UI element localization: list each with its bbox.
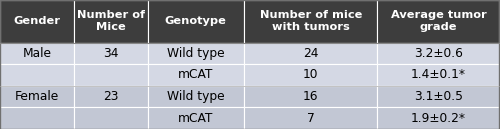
- Text: mCAT: mCAT: [178, 68, 214, 82]
- Bar: [244, 64, 378, 86]
- Bar: [148, 64, 244, 86]
- Bar: [244, 86, 378, 107]
- Bar: [74, 86, 148, 107]
- Bar: [378, 86, 500, 107]
- Bar: [0, 64, 74, 86]
- Bar: [0, 86, 74, 107]
- Text: 1.4±0.1*: 1.4±0.1*: [411, 68, 466, 82]
- Bar: [148, 86, 244, 107]
- Bar: [244, 0, 378, 43]
- Bar: [0, 43, 74, 64]
- Text: 23: 23: [103, 90, 118, 103]
- Text: Female: Female: [15, 90, 59, 103]
- Text: Wild type: Wild type: [167, 90, 224, 103]
- Bar: [378, 107, 500, 129]
- Text: 24: 24: [303, 47, 318, 60]
- Bar: [244, 107, 378, 129]
- Text: 16: 16: [303, 90, 318, 103]
- Text: Wild type: Wild type: [167, 47, 224, 60]
- Text: 34: 34: [103, 47, 118, 60]
- Bar: [148, 43, 244, 64]
- Bar: [148, 107, 244, 129]
- Text: 3.1±0.5: 3.1±0.5: [414, 90, 463, 103]
- Bar: [378, 64, 500, 86]
- Bar: [378, 43, 500, 64]
- Text: Average tumor
grade: Average tumor grade: [390, 10, 486, 32]
- Bar: [148, 0, 244, 43]
- Text: 10: 10: [303, 68, 318, 82]
- Text: 1.9±0.2*: 1.9±0.2*: [411, 112, 466, 125]
- Text: Number of mice
with tumors: Number of mice with tumors: [260, 10, 362, 32]
- Bar: [378, 0, 500, 43]
- Bar: [74, 64, 148, 86]
- Text: 3.2±0.6: 3.2±0.6: [414, 47, 463, 60]
- Text: Gender: Gender: [14, 16, 60, 26]
- Text: Genotype: Genotype: [165, 16, 226, 26]
- Text: mCAT: mCAT: [178, 112, 214, 125]
- Text: Number of
Mice: Number of Mice: [76, 10, 144, 32]
- Text: Male: Male: [22, 47, 52, 60]
- Bar: [0, 0, 74, 43]
- Bar: [0, 107, 74, 129]
- Bar: [74, 107, 148, 129]
- Text: 7: 7: [307, 112, 314, 125]
- Bar: [244, 43, 378, 64]
- Bar: [74, 43, 148, 64]
- Bar: [74, 0, 148, 43]
